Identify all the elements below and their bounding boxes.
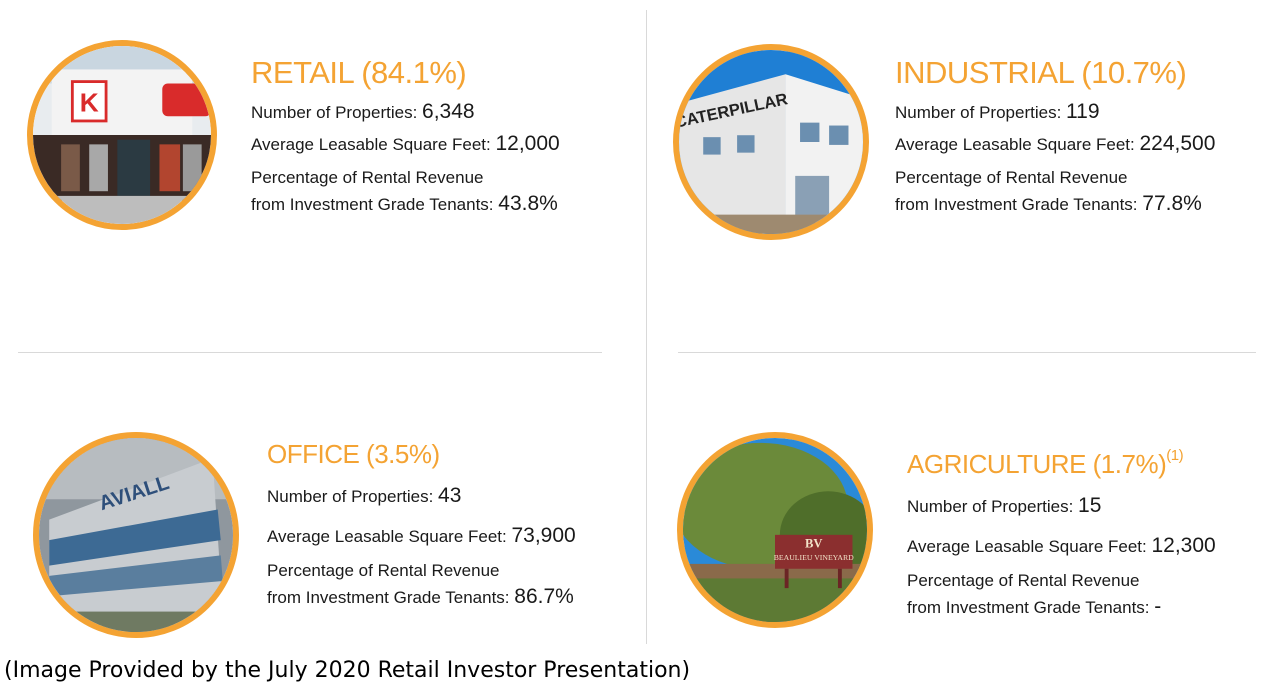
office-num-value: 43 (438, 484, 462, 507)
vineyard-sign-photo: BV BEAULIEU VINEYARD (677, 432, 873, 628)
retail-avg-sqft: Average Leasable Square Feet: 12,000 (251, 132, 560, 155)
agriculture-pct-label-1: Percentage of Rental Revenue (907, 571, 1140, 590)
agriculture-title: AGRICULTURE (1.7%)(1) (907, 447, 1184, 479)
industrial-num-properties: Number of Properties: 119 (895, 100, 1100, 123)
retail-info: RETAIL (84.1%) Number of Properties: 6,3… (251, 55, 560, 218)
office-num-properties: Number of Properties: 43 (267, 484, 462, 507)
office-info: OFFICE (3.5%) Number of Properties: 43 A… (267, 439, 576, 611)
office-pct-label-1: Percentage of Rental Revenue (267, 561, 500, 580)
agriculture-avg-sqft: Average Leasable Square Feet: 12,300 (907, 534, 1216, 557)
office-avg-sqft: Average Leasable Square Feet: 73,900 (267, 524, 576, 547)
agriculture-pct-revenue: from Investment Grade Tenants: - (907, 595, 1162, 618)
retail-pct-revenue: from Investment Grade Tenants: 43.8% (251, 192, 558, 215)
horizontal-divider-right (678, 352, 1256, 353)
office-pct-value: 86.7% (514, 585, 574, 608)
retail-pct-value: 43.8% (498, 192, 558, 215)
industrial-pct-revenue: from Investment Grade Tenants: 77.8% (895, 192, 1202, 215)
agriculture-num-value: 15 (1078, 494, 1102, 517)
horizontal-divider-left (18, 352, 602, 353)
agriculture-num-properties: Number of Properties: 15 (907, 494, 1102, 517)
industrial-pct-label-1: Percentage of Rental Revenue (895, 168, 1128, 187)
office-title: OFFICE (3.5%) (267, 439, 440, 469)
industrial-sqft-value: 224,500 (1139, 132, 1216, 155)
agriculture-sqft-value: 12,300 (1151, 534, 1216, 557)
aviall-office-photo: AVIALL (33, 432, 239, 638)
vertical-divider (646, 10, 647, 644)
office-pct-revenue: from Investment Grade Tenants: 86.7% (267, 585, 574, 608)
industrial-pct-value: 77.8% (1142, 192, 1202, 215)
industrial-avg-sqft: Average Leasable Square Feet: 224,500 (895, 132, 1216, 155)
image-caption: (Image Provided by the July 2020 Retail … (4, 658, 691, 683)
retail-num-value: 6,348 (422, 100, 475, 123)
industrial-num-value: 119 (1066, 100, 1100, 123)
caterpillar-building-photo: CATERPILLAR (673, 44, 869, 240)
industrial-title: INDUSTRIAL (10.7%) (895, 55, 1187, 90)
agriculture-info: AGRICULTURE (1.7%)(1) Number of Properti… (907, 447, 1216, 621)
retail-sqft-value: 12,000 (495, 132, 560, 155)
retail-store-photo: K (27, 40, 217, 230)
retail-pct-label-1: Percentage of Rental Revenue (251, 168, 484, 187)
svg-text:K: K (80, 88, 99, 118)
svg-text:BV: BV (805, 536, 822, 550)
industrial-info: INDUSTRIAL (10.7%) Number of Properties:… (895, 55, 1215, 218)
office-sqft-value: 73,900 (511, 524, 576, 547)
retail-title: RETAIL (84.1%) (251, 55, 467, 90)
footnote-marker: (1) (1166, 447, 1184, 464)
svg-text:BEAULIEU VINEYARD: BEAULIEU VINEYARD (774, 553, 854, 562)
retail-num-properties: Number of Properties: 6,348 (251, 100, 475, 123)
agriculture-pct-value: - (1154, 595, 1162, 618)
